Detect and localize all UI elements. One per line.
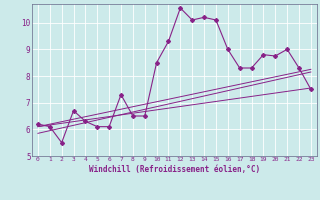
X-axis label: Windchill (Refroidissement éolien,°C): Windchill (Refroidissement éolien,°C) — [89, 165, 260, 174]
